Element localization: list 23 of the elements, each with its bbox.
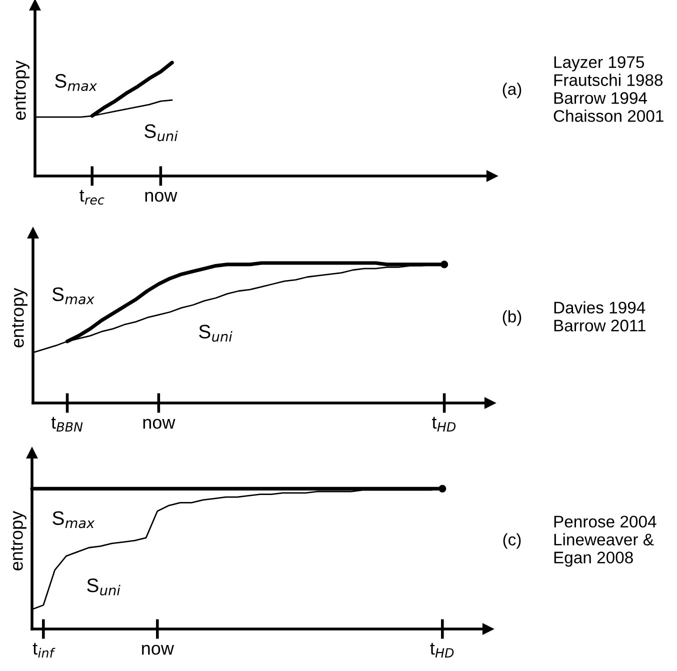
x-tick-label: t$_{HD}$ [432,416,456,432]
y-axis-title: entropy [12,288,28,348]
y-axis-title: entropy [11,510,26,570]
y-axis-title: entropy [14,60,30,120]
x-tick-label: now [143,418,176,429]
text: (a) [502,82,522,98]
text: (c) [503,533,521,549]
text: Davies 1994 Barrow 2011 [554,301,646,332]
x-tick-label: now [145,192,178,202]
x-tick-label: t$_{rec}$ [80,190,104,205]
x-tick-label: now [142,644,174,655]
series-label: S$_{uni}$ [144,124,178,142]
x-tick-label: t$_{BBN}$ [51,416,83,432]
series-label: S$_{uni}$ [199,324,232,342]
series-label: S$_{uni}$ [87,578,120,596]
series-label: S$_{max}$ [52,511,95,528]
x-tick-label: t$_{inf}$ [32,642,56,658]
series-label: S$_{max}$ [55,74,98,92]
text: Layzer 1975 Frautschi 1988 Barrow 1994 Chaisson 2001 [554,56,664,122]
text: (b) [502,310,522,326]
x-tick-label: t$_{HD}$ [430,642,454,658]
series-label: S$_{max}$ [52,287,94,304]
text: Penrose 2004 Lineweaver & Egan 2008 [554,516,656,567]
